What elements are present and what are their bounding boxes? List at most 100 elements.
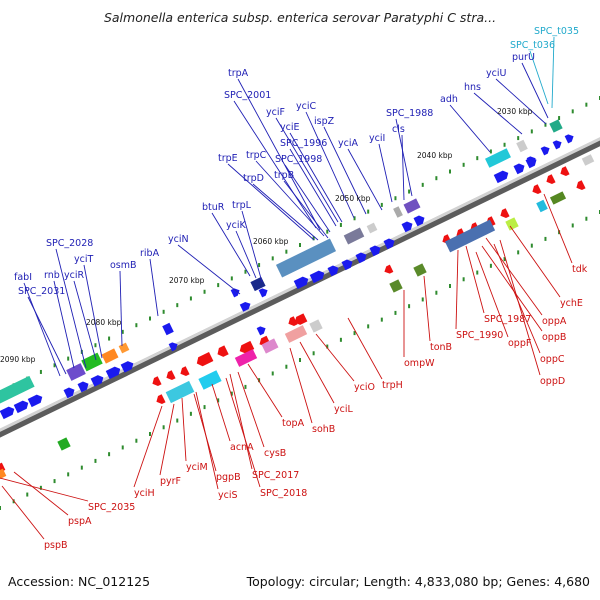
reverse-gene-label: acnA [230, 442, 254, 453]
trna-leader-line [529, 50, 549, 105]
reverse-leader-line [347, 317, 383, 380]
forward-leader-line [284, 164, 331, 233]
forward-gene-label: ispZ [314, 116, 335, 127]
reverse-gene-label: SPC_2018 [260, 488, 307, 499]
forward-gene-label: trpL [232, 200, 252, 211]
forward-gene-arrow [526, 156, 536, 166]
upper-rail-tick [135, 323, 138, 328]
lower-rail-tick [339, 337, 342, 342]
upper-rail-tick [489, 149, 492, 154]
gene-block [81, 352, 103, 372]
upper-rail-tick [217, 283, 220, 288]
reverse-gene-label: SPC_2017 [252, 470, 299, 481]
reverse-gene-label: trpH [382, 380, 403, 391]
reverse-leader-line [543, 193, 573, 264]
reverse-gene-label: topA [282, 418, 305, 429]
gene-block [389, 279, 403, 293]
forward-gene-arrow [258, 288, 268, 298]
lower-rail-tick [530, 243, 533, 248]
forward-gene-arrow [540, 146, 550, 156]
reverse-gene-arrow [560, 166, 570, 177]
reverse-leader-line [133, 405, 163, 488]
upper-rail-tick [299, 243, 301, 247]
forward-leader-line [305, 111, 355, 219]
forward-gene-arrow [493, 170, 509, 184]
upper-rail-tick [230, 276, 233, 281]
forward-leader-line [211, 212, 251, 277]
reverse-gene-label: oppC [540, 354, 565, 365]
forward-gene-arrow [369, 245, 381, 257]
forward-leader-line [347, 148, 383, 211]
reverse-gene-arrow [576, 180, 586, 191]
forward-gene-arrow [564, 134, 574, 144]
forward-leader-line [473, 92, 523, 135]
lower-rail-tick [299, 358, 301, 362]
forward-leader-line [521, 62, 549, 119]
gene-block [0, 468, 7, 480]
labels-layer: 2030 kbp 2040 kbp 2050 kbp 2060 kbp 2070 kbp… [0, 26, 588, 551]
gene-block [516, 139, 528, 153]
reverse-gene-arrow [166, 370, 176, 381]
forward-gene-label: trpD [243, 173, 264, 184]
gene-block [234, 349, 258, 367]
forward-leader-line [289, 132, 343, 223]
forward-leader-line [235, 230, 257, 279]
forward-gene-label: btuR [202, 202, 225, 213]
reverse-gene-label: ompW [404, 358, 435, 369]
gene-block [485, 148, 511, 168]
reverse-gene-label: pspA [68, 516, 92, 527]
upper-rail-tick [162, 309, 165, 314]
forward-gene-label: yciA [338, 138, 358, 149]
forward-gene-arrow [383, 238, 395, 250]
forward-gene-label: SPC_2001 [224, 90, 271, 101]
reverse-gene-label: yciS [218, 490, 238, 501]
reverse-gene-label: cysB [264, 448, 286, 459]
reverse-leader-line [159, 403, 175, 476]
reverse-gene-arrow [196, 351, 214, 367]
upper-rail-tick [571, 109, 574, 114]
reverse-gene-arrow [546, 174, 556, 185]
reverse-gene-arrow [288, 316, 298, 327]
upper-rail-tick [394, 196, 397, 201]
forward-gene-arrow [90, 375, 104, 387]
lower-rail-tick [217, 398, 220, 403]
forward-gene-label: yciU [486, 68, 506, 79]
ticks-layer [0, 96, 600, 510]
lower-rail-tick [571, 223, 574, 228]
forward-gene-arrow [230, 288, 240, 298]
upper-rail-tick [176, 303, 179, 308]
reverse-gene-arrow [500, 208, 510, 219]
forward-gene-arrow [401, 221, 413, 233]
reverse-gene-label: oppB [542, 332, 566, 343]
lower-rail-tick [108, 452, 111, 457]
lower-rail-tick [176, 418, 179, 423]
summary-text: Topology: circular; Length: 4,833,080 bp… [246, 574, 590, 589]
lower-rail-tick [585, 216, 588, 221]
reverse-gene-arrow [532, 184, 542, 195]
forward-gene-arrow [309, 270, 325, 284]
forward-gene-arrow [355, 252, 367, 264]
reverse-gene-label: yciO [354, 382, 375, 393]
upper-rail-tick [53, 363, 56, 368]
reverse-gene-arrow [152, 376, 162, 387]
gene-block [309, 319, 323, 333]
forward-leader-line [255, 160, 325, 237]
reverse-gene-label: pspB [44, 540, 68, 551]
forward-gene-label: rnb [44, 270, 60, 281]
lower-rail-tick [271, 371, 274, 376]
lower-rail-tick [26, 492, 29, 497]
lower-rail-tick [408, 304, 411, 309]
forward-gene-label: yciF [266, 107, 285, 118]
reverse-gene-label: yciH [134, 488, 155, 499]
upper-rail-tick [367, 209, 370, 214]
upper-rail-tick [476, 156, 479, 161]
lower-rail-tick [326, 344, 329, 349]
upper-rail-tick [530, 129, 533, 134]
lower-rail-tick [121, 445, 124, 450]
lower-rail-tick [353, 331, 356, 336]
forward-gene-arrow [13, 400, 29, 414]
gene-block [366, 222, 378, 234]
upper-rail-tick [189, 296, 192, 301]
forward-gene-arrow [256, 326, 266, 336]
upper-rail-tick [503, 142, 506, 147]
